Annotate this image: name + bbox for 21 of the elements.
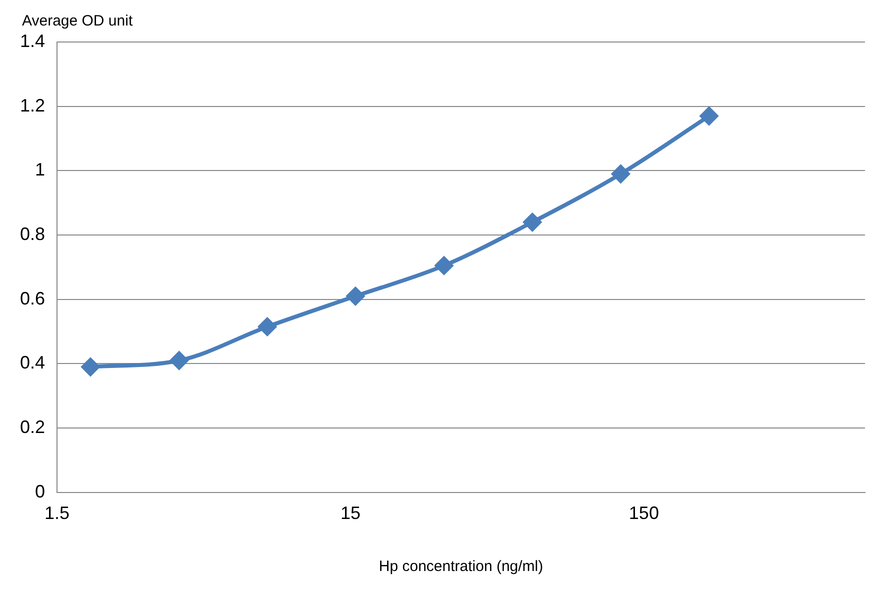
y-tick-label: 0.2 — [20, 417, 46, 438]
y-tick-label: 1 — [35, 160, 46, 180]
y-axis-title: Average OD unit — [22, 12, 134, 30]
y-tick-label: 0.8 — [20, 224, 46, 244]
x-axis-title: Hp concentration (ng/ml) — [378, 558, 544, 576]
point — [170, 351, 188, 370]
x-tick-label: 15 — [340, 503, 360, 524]
point — [81, 358, 100, 376]
y-tick-label: 1.2 — [20, 95, 46, 116]
y-tick-label: 0.4 — [20, 352, 46, 373]
point — [700, 106, 718, 125]
x-tick-label: 150 — [628, 503, 659, 524]
point — [435, 256, 454, 275]
point — [523, 213, 542, 232]
y-tick-label: 0.6 — [20, 288, 46, 308]
point — [612, 164, 630, 183]
point — [258, 318, 276, 336]
y-tick-label: 1.4 — [20, 30, 46, 51]
point — [346, 287, 364, 306]
x-tick-label: 1.5 — [44, 503, 70, 524]
y-tick-label: 0 — [35, 481, 46, 502]
